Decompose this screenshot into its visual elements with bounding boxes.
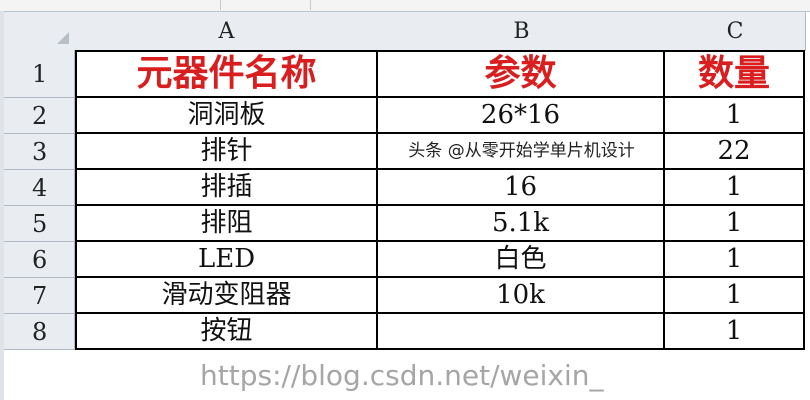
- watermark-credit: 头条 @从零开始学单片机设计: [408, 141, 635, 161]
- row-header-6[interactable]: 6: [4, 242, 75, 278]
- watermark-url: https://blog.csdn.net/weixin_: [200, 359, 604, 392]
- select-all-button[interactable]: [4, 12, 76, 51]
- cell-b5[interactable]: 5.1k: [378, 206, 665, 242]
- cell-a5[interactable]: 排阻: [75, 206, 378, 242]
- cell-a1[interactable]: 元器件名称: [75, 50, 378, 98]
- row-header-8[interactable]: 8: [4, 314, 75, 350]
- cell-c1[interactable]: 数量: [665, 50, 805, 98]
- cell-a4[interactable]: 排插: [75, 170, 378, 206]
- cell-a3[interactable]: 排针: [75, 134, 378, 170]
- name-box[interactable]: [0, 0, 221, 10]
- row-header-4[interactable]: 4: [4, 170, 75, 206]
- window-edge: [0, 11, 4, 400]
- cell-c6[interactable]: 1: [665, 242, 805, 278]
- cell-b6[interactable]: 白色: [378, 242, 665, 278]
- cell-a8[interactable]: 按钮: [75, 314, 378, 350]
- cell-c7[interactable]: 1: [665, 278, 805, 314]
- cell-a2[interactable]: 洞洞板: [75, 98, 378, 134]
- row-header-5[interactable]: 5: [4, 206, 75, 242]
- cell-a6[interactable]: LED: [75, 242, 378, 278]
- row-header-1[interactable]: 1: [4, 50, 75, 98]
- cell-b7[interactable]: 10k: [378, 278, 665, 314]
- cell-c4[interactable]: 1: [665, 170, 805, 206]
- row-header-3[interactable]: 3: [4, 134, 75, 170]
- cell-b4[interactable]: 16: [378, 170, 665, 206]
- formula-bar-strip: [0, 0, 810, 12]
- cell-c8[interactable]: 1: [665, 314, 805, 350]
- column-header-c[interactable]: C: [665, 12, 806, 51]
- cell-c2[interactable]: 1: [665, 98, 805, 134]
- formula-controls[interactable]: [220, 0, 311, 10]
- cell-c5[interactable]: 1: [665, 206, 805, 242]
- column-header-a[interactable]: A: [75, 12, 379, 51]
- cell-b1[interactable]: 参数: [378, 50, 665, 98]
- cell-b3[interactable]: [378, 134, 665, 170]
- cell-b2[interactable]: 26*16: [378, 98, 665, 134]
- row-header-7[interactable]: 7: [4, 278, 75, 314]
- row-header-2[interactable]: 2: [4, 98, 75, 134]
- select-all-icon: [57, 32, 69, 44]
- column-header-b[interactable]: B: [378, 12, 666, 51]
- cell-a7[interactable]: 滑动变阻器: [75, 278, 378, 314]
- cell-c3[interactable]: 22: [665, 134, 805, 170]
- cell-b8[interactable]: [378, 314, 665, 350]
